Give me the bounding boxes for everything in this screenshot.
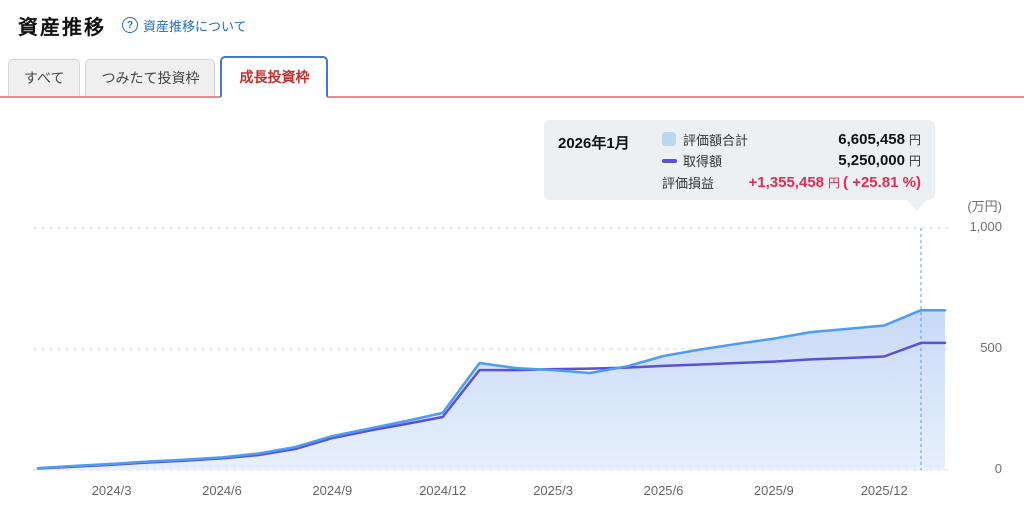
tooltip-row-cost: 取得額 5,250,000 円 (662, 151, 921, 171)
tooltip-unit-gain: 円 (828, 175, 841, 190)
value-line (36, 308, 947, 470)
help-link[interactable]: ? 資産推移について (122, 16, 247, 35)
tooltip-label-cost: 取得額 (683, 154, 723, 169)
tab-bar: すべて つみたて投資枠 成長投資枠 (0, 40, 1024, 98)
tooltip-rows: 評価額合計 6,605,458 円 取得額 5,250,000 円 評価損益 +… (662, 129, 921, 192)
tooltip-pct-gain: ( +25.81 %) (843, 173, 921, 191)
question-circle-icon: ? (122, 17, 138, 33)
tooltip-row-gain: 評価損益 +1,355,458 円 ( +25.81 %) (662, 172, 921, 192)
tooltip-value-cost: 5,250,000 (838, 152, 905, 169)
page-header: 資産推移 ? 資産推移について (0, 0, 1024, 40)
legend-swatch-cost-icon (662, 158, 677, 163)
tooltip-pointer-icon (905, 198, 929, 211)
tooltip-label-gain: 評価損益 (662, 175, 715, 191)
tab-tsumitate[interactable]: つみたて投資枠 (85, 59, 216, 96)
tooltip-unit-cost: 円 (908, 154, 921, 168)
tooltip-date: 2026年1月 (558, 135, 630, 152)
chart-tooltip: 2026年1月 評価額合計 6,605,458 円 取得額 5,250,000 … (544, 120, 935, 200)
tab-growth[interactable]: 成長投資枠 (220, 56, 329, 98)
value-area (38, 310, 945, 470)
tooltip-row-total: 評価額合計 6,605,458 円 (662, 129, 921, 149)
tooltip-value-total: 6,605,458 (838, 130, 905, 148)
legend-swatch-total-icon (662, 132, 676, 146)
tooltip-label-total: 評価額合計 (683, 132, 749, 148)
tab-all[interactable]: すべて (8, 59, 81, 96)
tooltip-value-gain: +1,355,458 (748, 173, 825, 191)
help-link-label: 資産推移について (143, 18, 247, 34)
page-title: 資産推移 (18, 16, 106, 39)
tooltip-unit-total: 円 (908, 132, 921, 147)
